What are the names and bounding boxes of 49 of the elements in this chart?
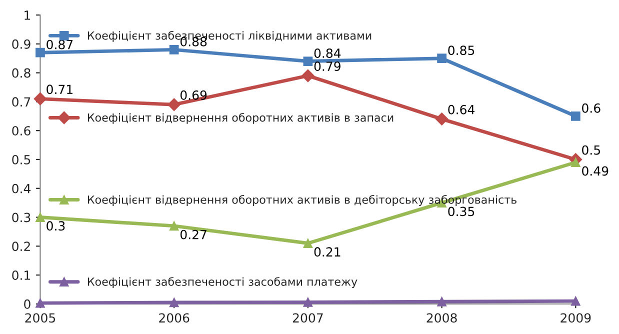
point (169, 221, 179, 231)
data-label: 0.69 (180, 90, 207, 100)
data-label: 0.79 (314, 62, 340, 71)
data-label: 0.6 (582, 103, 600, 113)
y-tick-label: 1 (24, 10, 30, 20)
point (570, 296, 580, 306)
y-tick-label: 0.9 (12, 39, 30, 49)
data-label: 0.85 (448, 46, 474, 56)
y-tick-label: 0.5 (12, 154, 30, 164)
point (36, 48, 45, 58)
y-tick-label: 0.4 (12, 184, 31, 194)
point (169, 45, 179, 54)
legend-label: Коефіцієнт забезпеченості засобами платежу (88, 277, 358, 288)
point (303, 56, 313, 66)
x-tick-label: 2007 (292, 313, 323, 323)
y-tick-label: 0 (24, 299, 30, 309)
y-tick-label: 0.3 (12, 212, 30, 222)
point (303, 238, 313, 248)
x-tick-label: 2008 (426, 313, 457, 323)
data-label: 0.3 (46, 221, 65, 231)
point (437, 296, 446, 306)
x-tick-label: 2009 (560, 313, 591, 323)
data-label: 0.64 (448, 104, 474, 114)
data-label: 0.49 (582, 166, 608, 176)
y-tick-label: 0.2 (12, 242, 30, 252)
data-label: 0.71 (46, 84, 72, 94)
point (36, 298, 45, 308)
point (302, 69, 314, 82)
y-tick-label: 0.1 (12, 270, 30, 280)
point (435, 112, 448, 126)
point (570, 111, 580, 121)
data-label: 0.21 (314, 247, 340, 257)
data-label: 0.5 (582, 145, 600, 155)
point (34, 92, 47, 106)
point (437, 54, 446, 64)
data-label: 0.87 (46, 40, 73, 50)
point (303, 298, 313, 307)
data-label: 0.84 (314, 48, 341, 58)
point (168, 98, 181, 112)
point (36, 212, 45, 222)
x-tick-label: 2006 (159, 313, 190, 323)
data-label: 0.27 (180, 230, 206, 240)
x-tick-label: 2005 (25, 313, 56, 323)
y-tick-label: 0.7 (12, 97, 30, 107)
y-tick-label: 0.6 (12, 126, 30, 136)
data-label: 0.35 (448, 206, 474, 216)
y-tick-label: 0.8 (12, 68, 30, 78)
point (169, 298, 179, 308)
legend-label: Коефіцієнт відвернення оборотних активів в запаси (88, 112, 394, 124)
